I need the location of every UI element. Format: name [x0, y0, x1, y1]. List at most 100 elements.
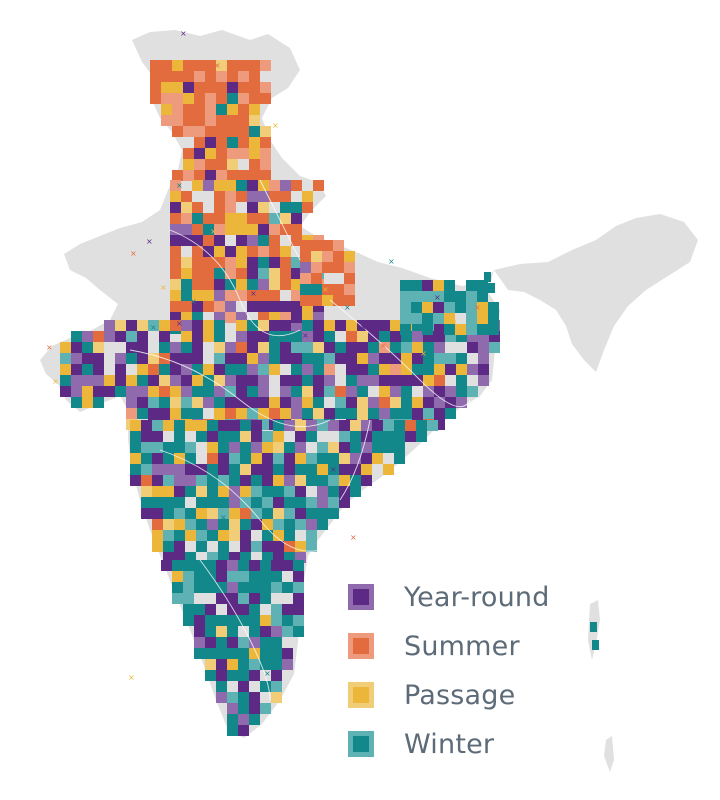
grid-cell-passage — [207, 508, 218, 519]
cross-marker: × — [190, 297, 197, 306]
grid-cell-winter — [227, 615, 238, 626]
grid-cell-year-round — [225, 342, 236, 353]
grid-cell-winter — [181, 408, 192, 419]
grid-cell-year-round — [141, 431, 152, 442]
grid-cell-year-round — [126, 320, 137, 331]
grid-cell-winter — [271, 637, 282, 648]
grid-cell-year-round — [214, 364, 225, 375]
grid-cell-winter — [295, 519, 306, 530]
grid-cell-winter — [238, 571, 249, 582]
grid-cell-year-round — [291, 268, 302, 279]
grid-cell-winter — [192, 213, 203, 224]
grid-cell-winter — [192, 408, 203, 419]
grid-cell-passage — [203, 290, 214, 301]
grid-cell-summer — [194, 71, 205, 82]
grid-cell-passage — [163, 519, 174, 530]
grid-cell-winter — [207, 497, 218, 508]
grid-cell-passage — [390, 320, 401, 331]
grid-cell-year-round — [357, 342, 368, 353]
grid-cell-year-round — [249, 560, 260, 571]
grid-cell-summer — [126, 408, 137, 419]
grid-cell-year-round — [284, 475, 295, 486]
grid-cell-winter — [466, 302, 477, 313]
grid-cell-summer — [236, 290, 247, 301]
grid-cell-year-round — [478, 353, 489, 364]
grid-cell-year-round — [163, 552, 174, 563]
grid-cell-year-round — [247, 397, 258, 408]
grid-cell-winter — [328, 464, 339, 475]
grid-cell-passage — [218, 530, 229, 541]
grid-cell-summer — [335, 386, 346, 397]
grid-cell-passage — [203, 331, 214, 342]
grid-cell-year-round — [357, 375, 368, 386]
grid-cell-year-round — [412, 353, 423, 364]
cross-marker: × — [272, 121, 279, 130]
grid-cell-passage — [159, 375, 170, 386]
cross-marker: × — [322, 285, 329, 294]
grid-cell-winter — [394, 431, 405, 442]
grid-cell-year-round — [412, 375, 423, 386]
grid-cell-winter — [423, 353, 434, 364]
grid-cell-winter — [306, 530, 317, 541]
cross-marker: × — [176, 319, 183, 328]
grid-cell-year-round — [280, 320, 291, 331]
grid-cell-summer — [300, 295, 311, 306]
grid-cell-summer — [291, 180, 302, 191]
grid-cell-winter — [383, 431, 394, 442]
grid-cell-year-round — [238, 681, 249, 692]
grid-cell-winter — [444, 324, 455, 335]
grid-cell-year-round — [282, 560, 293, 571]
grid-cell-winter — [350, 486, 361, 497]
grid-cell-summer — [346, 331, 357, 342]
grid-cell-winter — [141, 497, 152, 508]
grid-cell-year-round — [412, 331, 423, 342]
grid-cell-year-round — [194, 148, 205, 159]
grid-cell-year-round — [93, 386, 104, 397]
grid-cell-winter — [152, 442, 163, 453]
grid-cell-winter — [346, 408, 357, 419]
grid-cell-year-round — [236, 353, 247, 364]
grid-cell-summer — [205, 71, 216, 82]
grid-cell-year-round — [227, 593, 238, 604]
grid-cell-passage — [104, 375, 115, 386]
grid-cell-winter — [249, 626, 260, 637]
grid-cell-summer — [194, 159, 205, 170]
grid-cell-summer — [249, 60, 260, 71]
grid-cell-winter — [394, 453, 405, 464]
grid-cell-passage — [372, 453, 383, 464]
grid-cell-winter — [262, 508, 273, 519]
grid-cell-winter — [295, 497, 306, 508]
grid-cell-winter — [205, 648, 216, 659]
grid-cell-passage — [423, 375, 434, 386]
landmass-northeast — [494, 214, 698, 372]
grid-cell-summer — [205, 159, 216, 170]
grid-cell-summer — [249, 170, 260, 181]
grid-cell-passage — [258, 408, 269, 419]
grid-cell-passage — [328, 442, 339, 453]
grid-cell-passage — [181, 202, 192, 213]
grid-cell-year-round — [405, 431, 416, 442]
grid-cell-year-round — [445, 397, 456, 408]
grid-cell-winter — [183, 560, 194, 571]
grid-cell-year-round — [137, 342, 148, 353]
cross-marker: × — [150, 323, 157, 332]
grid-cell-summer — [161, 60, 172, 71]
grid-cell-year-round — [346, 342, 357, 353]
grid-cell-summer — [238, 115, 249, 126]
grid-cell-year-round — [390, 353, 401, 364]
grid-cell-summer — [225, 191, 236, 202]
grid-cell-passage — [280, 246, 291, 257]
grid-cell-passage — [273, 442, 284, 453]
grid-cell-year-round — [357, 364, 368, 375]
grid-cell-winter — [280, 331, 291, 342]
grid-cell-winter — [196, 475, 207, 486]
grid-cell-winter — [467, 386, 478, 397]
grid-cell-year-round — [196, 464, 207, 475]
grid-cell-year-round — [225, 397, 236, 408]
grid-cell-summer — [183, 170, 194, 181]
grid-cell-passage — [302, 386, 313, 397]
grid-cell-winter — [194, 582, 205, 593]
grid-cell-summer — [205, 104, 216, 115]
grid-cell-year-round — [339, 464, 350, 475]
grid-cell-summer — [291, 290, 302, 301]
